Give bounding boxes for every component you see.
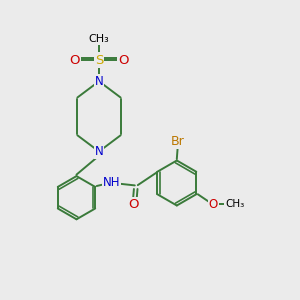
Text: CH₃: CH₃ — [225, 199, 244, 209]
Text: O: O — [208, 198, 218, 211]
Text: O: O — [69, 53, 80, 67]
Text: O: O — [128, 198, 139, 211]
Text: Br: Br — [171, 135, 184, 148]
Text: O: O — [118, 53, 129, 67]
Text: S: S — [95, 53, 103, 67]
Text: NH: NH — [103, 176, 121, 189]
Text: N: N — [94, 145, 103, 158]
Text: CH₃: CH₃ — [88, 34, 110, 44]
Text: N: N — [94, 75, 103, 88]
